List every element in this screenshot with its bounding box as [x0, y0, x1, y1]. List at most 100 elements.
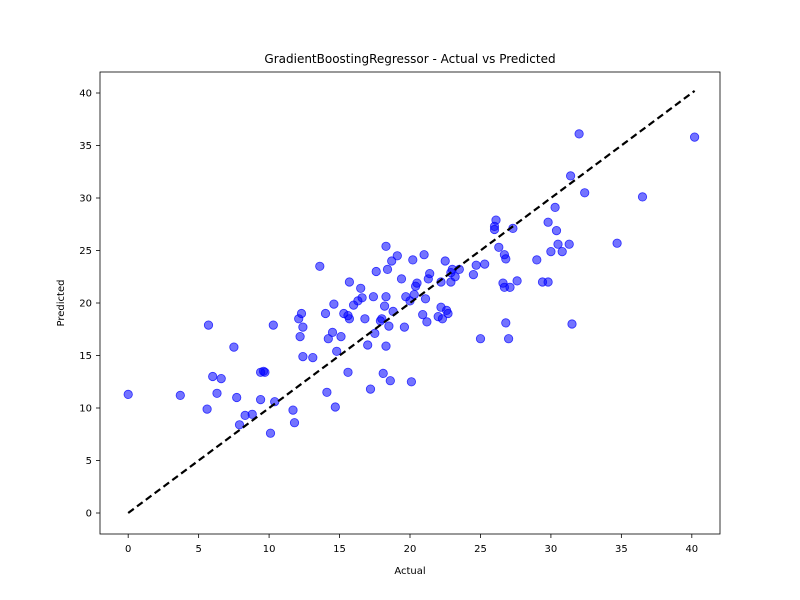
- y-axis-label: Predicted: [56, 280, 67, 327]
- data-point: [491, 215, 501, 225]
- data-point: [229, 342, 239, 352]
- data-point: [471, 260, 481, 270]
- data-point: [512, 276, 522, 286]
- x-axis: 0 5 10 15 20 25 30 35 40: [125, 534, 698, 555]
- data-point: [494, 242, 504, 252]
- data-point: [371, 266, 381, 277]
- data-point: [336, 331, 346, 342]
- y-tick-label: 5: [86, 456, 92, 467]
- data-point: [505, 282, 515, 292]
- data-point: [501, 254, 511, 264]
- data-point: [378, 368, 388, 378]
- x-tick-label: 30: [545, 544, 558, 555]
- data-point: [308, 352, 318, 363]
- data-point: [565, 171, 576, 181]
- y-tick-label: 30: [79, 194, 92, 205]
- data-point: [501, 318, 511, 328]
- data-point: [381, 241, 391, 251]
- data-point: [418, 309, 428, 320]
- data-point: [247, 409, 257, 419]
- data-point: [422, 317, 432, 327]
- data-point: [329, 299, 339, 309]
- data-point: [332, 346, 342, 356]
- data-point: [574, 129, 584, 139]
- data-point: [385, 376, 395, 386]
- data-point: [480, 259, 490, 269]
- x-tick-label: 10: [263, 544, 276, 555]
- data-point: [567, 319, 577, 329]
- data-point: [419, 250, 429, 260]
- data-point: [551, 226, 562, 236]
- data-point: [323, 334, 333, 344]
- data-point: [553, 239, 563, 249]
- data-point: [489, 224, 500, 235]
- data-point: [532, 255, 542, 265]
- data-point: [232, 392, 242, 403]
- data-point: [399, 322, 409, 332]
- data-point: [503, 334, 514, 344]
- data-point: [203, 320, 214, 330]
- data-point: [406, 377, 416, 387]
- x-tick-label: 40: [685, 544, 698, 555]
- data-point: [440, 256, 450, 266]
- y-tick-label: 10: [79, 404, 92, 415]
- data-point: [360, 314, 370, 324]
- data-point: [344, 277, 354, 287]
- data-point: [384, 321, 394, 331]
- data-point: [330, 402, 340, 412]
- data-point: [381, 341, 391, 351]
- data-point: [234, 420, 245, 430]
- data-point: [450, 272, 460, 282]
- data-point: [356, 283, 366, 293]
- data-point: [377, 314, 387, 324]
- data-point: [268, 320, 278, 330]
- data-point: [468, 269, 478, 280]
- data-point: [379, 301, 390, 311]
- data-point: [546, 247, 556, 257]
- data-point: [212, 388, 222, 398]
- x-tick-label: 15: [333, 544, 346, 555]
- data-point: [289, 418, 300, 428]
- data-point: [475, 334, 486, 344]
- data-point: [612, 238, 622, 248]
- data-point: [396, 274, 407, 284]
- data-point: [298, 351, 308, 362]
- data-point: [363, 340, 373, 350]
- data-point: [216, 373, 226, 384]
- data-point: [370, 328, 380, 338]
- data-point: [327, 327, 338, 337]
- data-point: [557, 247, 567, 257]
- data-point: [265, 428, 276, 438]
- data-point: [689, 132, 700, 142]
- y-tick-label: 40: [79, 89, 92, 100]
- data-point: [357, 293, 367, 303]
- points-layer: [123, 129, 700, 438]
- reference-line-layer: [127, 90, 696, 514]
- data-point: [368, 292, 378, 302]
- data-point: [208, 371, 218, 382]
- x-tick-label: 20: [404, 544, 417, 555]
- data-point: [322, 387, 332, 397]
- data-point: [320, 308, 331, 319]
- x-tick-label: 5: [195, 544, 201, 555]
- data-point: [202, 404, 212, 414]
- data-point: [260, 367, 270, 377]
- y-tick-label: 15: [79, 351, 92, 362]
- data-point: [580, 188, 590, 198]
- data-point: [296, 308, 307, 319]
- data-point: [550, 202, 560, 212]
- data-point: [408, 255, 418, 265]
- chart-title: GradientBoostingRegressor - Actual vs Pr…: [264, 52, 555, 66]
- x-tick-label: 35: [615, 544, 628, 555]
- data-point: [392, 251, 402, 261]
- data-point: [298, 322, 308, 332]
- data-point: [381, 292, 391, 302]
- x-axis-label: Actual: [394, 566, 425, 577]
- data-point: [637, 192, 648, 202]
- data-point: [443, 308, 453, 319]
- data-point: [420, 294, 431, 304]
- data-point: [288, 405, 298, 415]
- data-point: [423, 274, 433, 284]
- data-point: [564, 239, 574, 249]
